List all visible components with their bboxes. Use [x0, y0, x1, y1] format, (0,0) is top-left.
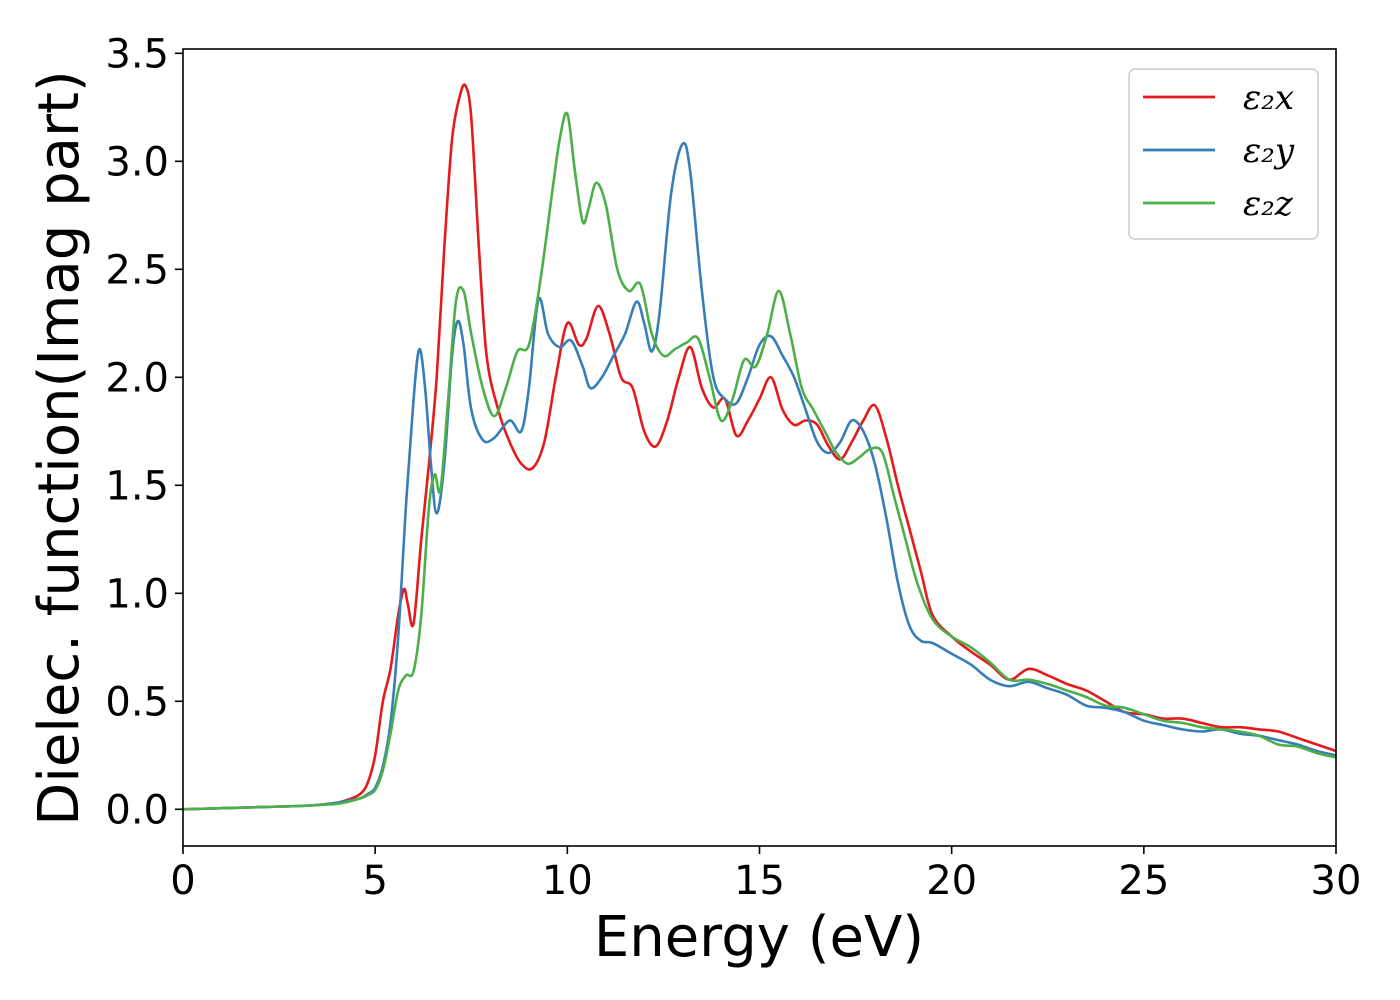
legend: ε₂x ε₂y ε₂z [1128, 68, 1319, 240]
y-tick-label: 2.5 [105, 247, 169, 293]
series-line-y [183, 141, 1336, 811]
y-tick-label: 2.0 [105, 355, 169, 401]
y-axis-title: Dielec. function(Imag part) [27, 70, 92, 826]
x-tick-label: 10 [542, 858, 593, 904]
x-tick-label: 25 [1118, 858, 1169, 904]
series-line-x [183, 83, 1336, 811]
y-tick-label: 0.5 [105, 679, 169, 725]
x-axis-title: Energy (eV) [594, 905, 924, 970]
y-tick-label: 3.5 [105, 31, 169, 77]
x-axis-ticks: 0 5 10 15 20 25 30 [170, 846, 1361, 904]
x-tick-label: 30 [1311, 858, 1362, 904]
y-tick-label: 3.0 [105, 139, 169, 185]
x-tick-label: 0 [170, 858, 195, 904]
series-line-z [183, 111, 1336, 811]
x-tick-label: 20 [926, 858, 977, 904]
series-layer [183, 83, 1336, 811]
x-tick-label: 15 [734, 858, 785, 904]
x-tick-label: 5 [362, 858, 387, 904]
y-tick-label: 1.0 [105, 571, 169, 617]
legend-label-y: ε₂y [1243, 131, 1295, 171]
y-axis-ticks: 0.0 0.5 1.0 1.5 2.0 2.5 3.0 3.5 [105, 31, 183, 833]
legend-box [1128, 68, 1319, 240]
legend-label-x: ε₂x [1243, 78, 1294, 118]
y-tick-label: 1.5 [105, 463, 169, 509]
legend-label-z: ε₂z [1243, 184, 1294, 224]
y-tick-label: 0.0 [105, 787, 169, 833]
